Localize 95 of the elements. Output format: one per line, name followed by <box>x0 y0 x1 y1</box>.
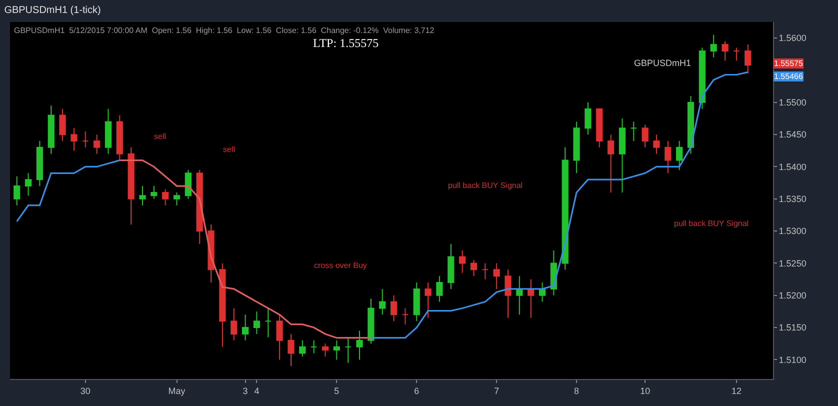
candlestick <box>459 250 466 274</box>
y-tick-label: 1.5500 <box>778 98 806 108</box>
y-tick-label: 1.5350 <box>778 194 806 204</box>
x-tick-label: 3 <box>242 386 248 396</box>
candlestick <box>59 108 66 142</box>
annotation: GBPUSDmH1 5/12/2015 7:00:00 AM Open: 1.56 High: 1.56 Low: 1.56 Close: 1.56 Change: -0.12% Volume: 3,712 <box>14 26 435 35</box>
candlestick <box>82 130 89 148</box>
x-tick-label: 5 <box>334 386 340 396</box>
annotation: pull back BUY Signal <box>674 219 749 228</box>
annotation: sell <box>154 132 166 141</box>
candlestick <box>368 298 374 344</box>
candlestick <box>253 310 260 334</box>
y-tick-label: 1.5100 <box>778 354 806 365</box>
candlestick <box>184 169 192 200</box>
annotation: cross over Buy <box>314 261 367 270</box>
candlestick <box>722 40 728 62</box>
y-tick-label: 1.5400 <box>778 162 806 172</box>
y-tick-label: 1.5300 <box>778 226 806 236</box>
candlestick <box>288 333 294 367</box>
candlestick <box>516 276 523 316</box>
candlestick <box>196 169 203 244</box>
candlestick <box>230 308 238 341</box>
candlestick <box>562 146 568 270</box>
candlestick <box>24 172 32 196</box>
candlestick <box>322 343 329 357</box>
candlestick <box>116 114 123 161</box>
candlestick <box>630 121 637 142</box>
candlestick <box>608 134 614 193</box>
x-tick-label: 6 <box>414 386 420 396</box>
y-tick-label: 1.5600 <box>778 33 806 44</box>
candlestick <box>219 262 226 348</box>
candlestick <box>333 340 340 360</box>
x-tick-label: 30 <box>80 386 90 396</box>
candlestick <box>162 188 169 206</box>
candlestick <box>436 276 443 302</box>
candlestick <box>528 278 534 318</box>
candlestick <box>413 282 420 322</box>
candlestick <box>299 340 306 357</box>
y-tick-label: 1.5150 <box>778 322 806 333</box>
y-tick-label: 1.5250 <box>778 258 806 268</box>
candlestick <box>139 186 146 206</box>
candlestick <box>470 260 478 277</box>
x-tick-label: May <box>168 386 186 396</box>
annotation: LTP: 1.55575 <box>313 36 379 50</box>
candlestick <box>710 34 717 58</box>
candlestick <box>504 269 512 318</box>
candlestick <box>379 288 386 316</box>
candlestick <box>14 176 20 206</box>
candlestick <box>390 294 398 322</box>
candlestick <box>242 314 249 341</box>
annotation: sell <box>223 145 236 154</box>
candlestick <box>698 47 706 110</box>
candlestick <box>744 44 752 74</box>
candlestick <box>653 134 660 154</box>
candlestick <box>448 243 454 290</box>
candlestick <box>596 108 603 148</box>
x-tick-label: 7 <box>494 386 500 396</box>
line-series <box>118 160 372 339</box>
candlestick <box>310 340 318 354</box>
candlestick <box>356 330 363 360</box>
candlestick <box>584 102 592 136</box>
candlestick <box>493 262 500 290</box>
candlestick <box>424 282 432 318</box>
candlestick <box>573 121 580 174</box>
candlestick <box>48 105 54 154</box>
x-tick-label: 8 <box>574 386 580 396</box>
candlestick <box>94 134 100 154</box>
candlestick <box>104 108 112 154</box>
candlestick <box>538 282 546 302</box>
candlestick <box>618 118 626 193</box>
x-tick-label: 12 <box>731 386 742 396</box>
candlestick <box>173 192 180 206</box>
candlestick <box>276 314 283 360</box>
candlestick <box>482 262 488 280</box>
text: 1.55466 <box>774 72 804 81</box>
x-tick-label: 4 <box>254 386 260 396</box>
candlestick <box>70 128 78 152</box>
candlestick <box>733 47 740 62</box>
y-tick-label: 1.5200 <box>778 290 806 301</box>
candlestick <box>687 95 694 154</box>
candlestick <box>642 124 648 148</box>
x-tick-label: 10 <box>640 386 650 396</box>
candlestick <box>264 308 272 338</box>
y-tick-label: 1.5450 <box>778 130 806 140</box>
candlestick <box>128 146 134 226</box>
text: 1.55575 <box>774 59 804 68</box>
annotation: GBPUSDmH1 <box>634 58 692 68</box>
candlestick <box>344 336 352 364</box>
candlestick <box>150 186 158 200</box>
chart-title: GBPUSDmH1 (1-tick) <box>4 5 101 16</box>
candlestick <box>676 140 683 170</box>
candlestick <box>664 140 672 174</box>
candlestick <box>402 308 409 325</box>
candlestick <box>36 140 43 187</box>
annotation: pull back BUY Signal <box>448 181 523 190</box>
